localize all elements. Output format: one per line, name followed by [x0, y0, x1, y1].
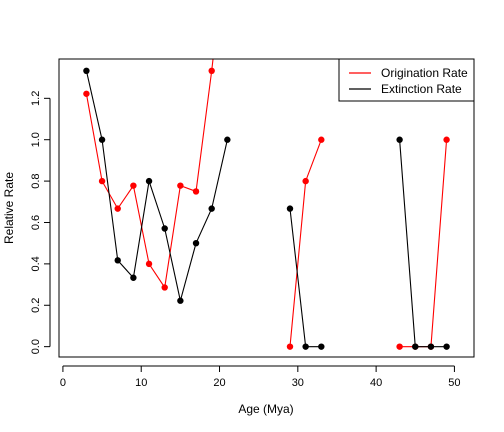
- origination-rate-point: [192, 188, 200, 195]
- x-tick-label: 50: [448, 377, 460, 389]
- origination-rate-point: [145, 260, 153, 268]
- extinction-rate-point: [208, 205, 215, 212]
- extinction-rate-point: [302, 343, 309, 350]
- extinction-rate-point: [443, 343, 450, 350]
- origination-rate-point: [443, 136, 450, 143]
- origination-rate-line-segment: [85, 59, 214, 289]
- extinction-rate-point: [412, 343, 419, 350]
- x-axis-title: Age (Mya): [238, 402, 293, 416]
- y-tick-label: 1.0: [30, 132, 42, 147]
- y-tick-label: 0.8: [30, 173, 42, 188]
- x-tick-label: 40: [370, 377, 382, 389]
- y-tick-label: 1.2: [30, 91, 42, 106]
- extinction-rate-point: [145, 177, 153, 185]
- y-axis: 0.0 0.2 0.4 0.6 0.8 1.0 1.2: [30, 91, 51, 354]
- y-tick-label: 0.0: [30, 339, 42, 354]
- y-tick-label: 0.4: [30, 256, 42, 271]
- origination-rate-point: [396, 343, 403, 350]
- extinction-rate-point: [83, 67, 90, 75]
- legend-label-extinction: Extinction Rate: [381, 82, 462, 96]
- legend-label-origination: Origination Rate: [381, 66, 468, 80]
- extinction-rate-point: [130, 274, 137, 281]
- origination-rate-point: [286, 343, 294, 350]
- extinction-rate-point: [318, 343, 325, 350]
- extinction-rate-point: [224, 136, 231, 143]
- extinction-rate-point: [98, 136, 106, 143]
- extinction-rate-line-segment: [399, 139, 447, 348]
- origination-rate-point: [161, 284, 168, 291]
- origination-rate-point: [130, 182, 137, 189]
- y-tick-label: 0.6: [30, 215, 42, 230]
- extinction-rate-point: [192, 239, 200, 247]
- extinction-rate-point: [161, 225, 168, 232]
- x-tick-label: 10: [135, 377, 147, 389]
- origination-rate-point: [98, 177, 106, 185]
- x-axis: 0 10 20 30 40 50: [60, 365, 461, 389]
- origination-rate-point: [177, 182, 184, 189]
- extinction-rate-point: [177, 297, 184, 304]
- y-axis-title: Relative Rate: [2, 172, 16, 244]
- extinction-rate-point: [427, 343, 435, 350]
- extinction-rate-point: [396, 136, 403, 143]
- y-tick-label: 0.2: [30, 298, 42, 313]
- origination-rate-point: [302, 177, 309, 185]
- extinction-rate-point: [114, 257, 121, 264]
- origination-rate-point: [318, 136, 325, 143]
- extinction-rate-point: [286, 205, 294, 212]
- x-tick-label: 20: [213, 377, 225, 389]
- origination-rate-point: [208, 67, 215, 75]
- extinction-rate-line-segment: [85, 70, 228, 301]
- legend: Origination Rate Extinction Rate: [338, 58, 475, 102]
- legend-box: [338, 58, 475, 102]
- origination-rate-point: [114, 205, 121, 212]
- series-layer: [83, 59, 450, 350]
- x-tick-label: 30: [292, 377, 304, 389]
- plot-frame: [58, 58, 475, 358]
- x-tick-label: 0: [60, 377, 66, 389]
- origination-rate-point: [83, 90, 90, 97]
